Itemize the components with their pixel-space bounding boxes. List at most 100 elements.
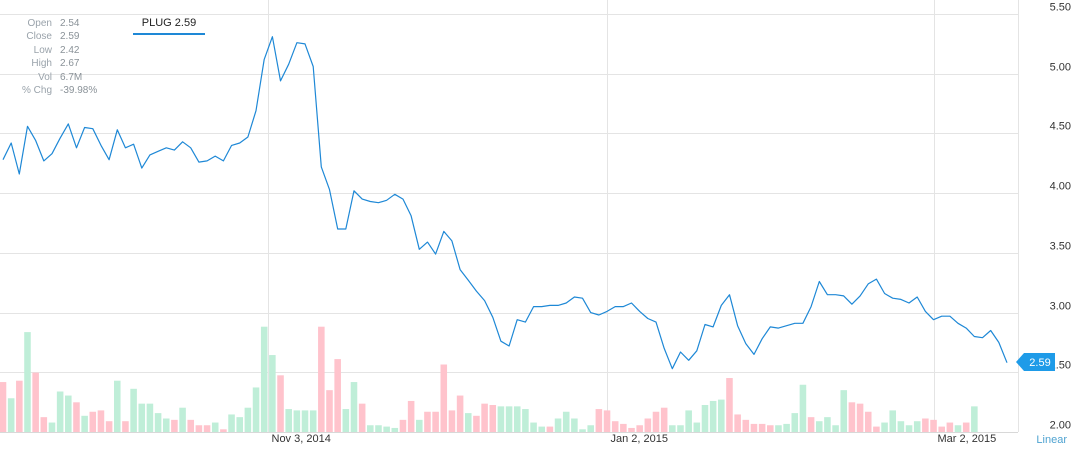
volume-bar [595,409,603,432]
info-row: High 2.67 [6,57,97,70]
price-series [2,36,1008,370]
volume-bar [448,410,456,432]
volume-bar [856,403,864,432]
volume-bar [954,425,962,432]
volume-bar [416,419,423,432]
volume-bar [505,406,513,432]
volume-bar [669,425,676,432]
volume-bar [154,413,162,432]
volume-bar [628,427,635,432]
volume-bar [73,402,80,432]
volume-bar [48,422,56,432]
legend-value: 2.59 [174,17,197,29]
volume-bar [587,425,594,432]
volume-bar [464,413,472,432]
volume-bar [97,410,105,432]
volume-bar [7,398,15,432]
volume-bar [775,425,782,432]
info-label: Close [26,31,52,43]
volume-bar [636,425,643,432]
series-legend[interactable]: PLUG 2.59 [133,13,205,35]
volume-bar [203,425,211,432]
volume-bar [758,423,766,432]
volume-bar [481,403,488,432]
volume-bar [195,425,203,432]
volume-bar [522,409,529,432]
volume-bar [554,418,562,432]
volume-bar [350,382,358,432]
info-label: High [31,58,52,70]
x-tick-label: Jan 2, 2015 [611,433,669,445]
volume-bar [252,387,260,432]
volume-bar [367,425,374,432]
volume-bar [938,426,945,432]
y-tick-label: 5.50 [1050,2,1071,14]
x-tick-label: Mar 2, 2015 [938,433,997,445]
volume-bar [889,410,897,432]
volume-bar [326,390,333,432]
volume-bar [905,425,913,432]
volume-bar [228,414,235,432]
volume-bar [962,422,970,432]
volume-bar [424,411,431,432]
volume-bar [432,411,439,432]
volume-bar [513,406,521,432]
volume-bar [269,355,276,432]
info-label: % Chg [21,85,52,97]
volume-bar [171,419,178,432]
volume-bar [620,423,627,432]
volume-bar [489,405,497,432]
volume-bar [603,410,611,432]
volume-bar [375,425,382,432]
volume-bar [815,421,823,432]
volume-bar [864,411,872,432]
volume-bar [571,418,578,432]
volume-bar [89,411,97,432]
volume-bar [538,426,546,432]
y-tick-label: 3.00 [1050,301,1071,313]
info-row: % Chg -39.98% [6,84,97,97]
info-row: Vol 6.7M [6,71,97,84]
volume-bar [16,380,23,432]
volume-bar [440,364,448,432]
volume-bar [113,380,121,432]
info-value: 2.42 [60,44,80,56]
volume-bar [840,390,848,432]
volume-bar [146,403,154,432]
y-tick-label: 5.00 [1050,62,1071,74]
quote-info-panel: Open 2.54 Close 2.59 Low 2.42 High 2.67 Vol 6.7M%… [6,17,97,97]
info-value: 6.7M [60,71,83,83]
scale-type-label[interactable]: Linear [1036,434,1067,446]
info-row: Close 2.59 [6,30,97,43]
y-tick-label: 4.00 [1050,181,1071,193]
volume-bar [40,417,48,432]
current-price-label: 2.59 [1029,357,1050,369]
volume-bar [799,384,807,432]
volume-bar [399,419,407,432]
volume-bar [65,395,72,432]
volume-bar [391,427,399,432]
volume-bar [342,409,350,432]
volume-bar [301,410,309,432]
volume-bar [407,400,415,432]
volume-bar [0,382,7,432]
volume-bar [138,403,146,432]
price-line [2,36,1008,370]
volume-bar [701,405,709,432]
volume-bar [187,419,195,432]
volume-bar [611,421,619,432]
volume-bar [260,326,268,432]
current-price-tag: 2.59 [1016,353,1055,371]
info-value: -39.98% [60,85,98,97]
price-tag-shape [1016,353,1055,371]
volume-bar [913,421,921,432]
volume-bar [334,359,341,432]
volume-bar [922,418,929,432]
volume-bar [530,422,537,432]
info-label: Vol [38,71,52,83]
volume-bar [473,415,480,432]
volume-bar [130,388,137,432]
info-row: Open 2.54 [6,17,97,30]
volume-bar [318,326,325,432]
